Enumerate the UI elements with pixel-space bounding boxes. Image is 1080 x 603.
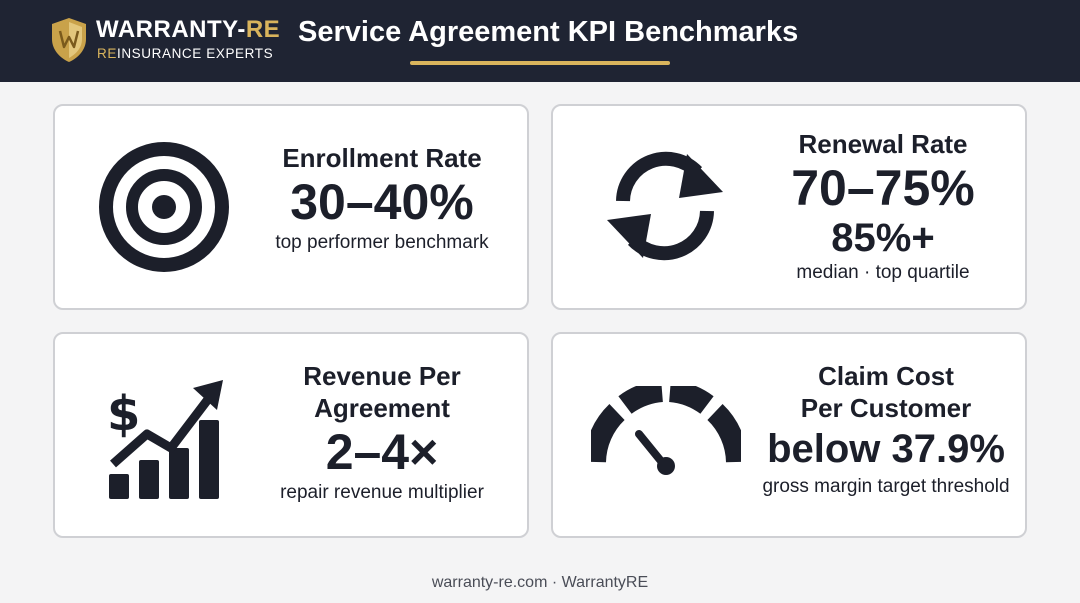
page-title: Service Agreement KPI Benchmarks [298,16,799,48]
kpi-card-revenue: $ Revenue Per Agreement 2–4× repair reve… [53,332,529,538]
kpi-value: below 37.9% [767,427,1005,471]
title-underline [410,61,670,65]
kpi-value: 70–75% [791,160,975,216]
kpi-description: top performer benchmark [275,232,489,253]
footer-credit[interactable]: warranty-re.com · WarrantyRE [431,574,649,591]
kpi-value-secondary: 85%+ [831,216,935,260]
kpi-description: gross margin target threshold [762,476,1010,497]
kpi-label-line2: Per Customer [800,393,972,423]
dollar-growth-chart-icon: $ [107,380,223,499]
kpi-label-line1: Claim Cost [818,361,954,391]
speedometer-gauge-icon [591,386,741,475]
brand-tagline: REINSURANCE EXPERTS [97,46,274,61]
kpi-value: 30–40% [290,174,474,230]
kpi-value: 2–4× [325,424,439,480]
brand-logo[interactable]: WARRANTY-RE REINSURANCE EXPERTS [50,14,280,68]
kpi-label-line1: Revenue Per [303,361,461,391]
kpi-label: Renewal Rate [798,129,968,159]
svg-text:$: $ [107,386,140,442]
shield-icon [52,18,86,62]
kpi-label: Enrollment Rate [282,143,482,173]
kpi-card-claim-cost: Claim Cost Per Customer below 37.9% gros… [551,332,1027,538]
kpi-card-renewal: Renewal Rate 70–75% 85%+ median · top qu… [551,104,1027,310]
refresh-cycle-icon [607,151,723,261]
kpi-description: median · top quartile [796,262,970,283]
target-icon [99,142,229,272]
kpi-card-enrollment: Enrollment Rate 30–40% top performer ben… [53,104,529,310]
header-bar: WARRANTY-RE REINSURANCE EXPERTS Service … [0,0,1080,82]
kpi-label-line2: Agreement [314,393,450,423]
brand-name: WARRANTY-RE [96,16,281,43]
kpi-description: repair revenue multiplier [280,482,484,503]
